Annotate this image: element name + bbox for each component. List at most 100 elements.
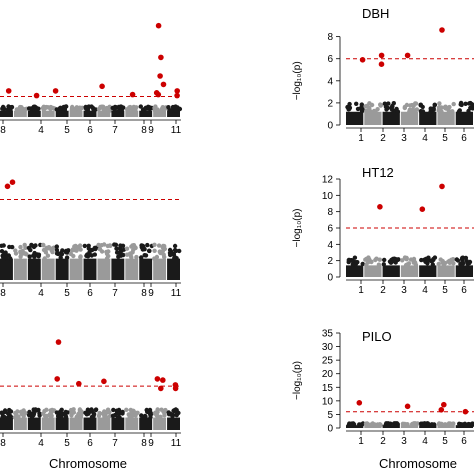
snp-point — [78, 254, 83, 260]
chromosome-block — [419, 265, 437, 277]
snp-point — [102, 242, 107, 247]
snp-point — [58, 105, 63, 111]
snp-point — [469, 421, 474, 427]
x-tick-label: 2 — [380, 133, 386, 144]
significant-snp-point — [158, 385, 164, 392]
snp-point — [54, 244, 59, 249]
snp-point — [124, 246, 130, 251]
y-tick-label: 35 — [322, 329, 334, 340]
chromosome-block — [437, 111, 455, 125]
x-tick-label: 4 — [422, 436, 428, 447]
snp-point — [152, 242, 157, 247]
significant-snp-point — [419, 206, 426, 212]
snp-point — [133, 245, 138, 250]
significant-snp-point — [99, 83, 105, 90]
snp-point — [425, 421, 431, 426]
snp-point — [436, 261, 441, 267]
snp-point — [117, 415, 122, 420]
snp-point — [347, 421, 352, 426]
chromosome-block — [346, 425, 364, 428]
snp-point — [447, 104, 452, 110]
snp-point — [404, 262, 410, 267]
x-tick-label: 2 — [380, 285, 386, 296]
snp-point — [402, 421, 407, 427]
y-tick-label: 6 — [327, 54, 333, 65]
x-tick-label: 8 — [0, 288, 6, 299]
snp-point — [2, 107, 7, 112]
x-tick-label: 4 — [422, 285, 428, 296]
significant-snp-point — [9, 179, 16, 185]
snp-point — [391, 101, 396, 106]
snp-point — [167, 247, 173, 253]
snp-point — [418, 102, 423, 108]
snp-point — [382, 101, 387, 106]
y-tick-label: 8 — [327, 32, 333, 43]
chromosome-block — [13, 258, 27, 280]
snp-point — [143, 253, 149, 258]
snp-point — [350, 262, 355, 267]
snp-point — [154, 254, 160, 260]
snp-point — [63, 414, 69, 419]
snp-point — [388, 260, 394, 265]
snp-point — [385, 105, 391, 111]
snp-point — [172, 243, 178, 249]
chromosome-block — [346, 265, 364, 277]
snp-point — [91, 108, 96, 113]
snp-point — [451, 261, 456, 266]
chromosome-block — [83, 258, 97, 280]
chromosome-block — [364, 265, 382, 277]
snp-point — [352, 255, 358, 260]
significant-snp-point — [129, 91, 136, 98]
snp-point — [422, 421, 427, 426]
significant-snp-point — [160, 81, 167, 88]
snp-point — [169, 252, 174, 257]
x-tick-label: 5 — [64, 125, 70, 136]
chromosome-block — [83, 110, 97, 117]
snp-point — [415, 421, 420, 426]
snp-point — [392, 422, 397, 428]
chromosome-block — [97, 110, 111, 117]
snp-point — [128, 407, 133, 413]
snp-point — [470, 103, 474, 108]
snp-point — [439, 421, 444, 427]
chromosome-block — [139, 110, 153, 117]
snp-point — [148, 415, 153, 420]
x-tick-label: 3 — [401, 133, 407, 144]
snp-point — [46, 245, 52, 250]
y-tick-label: 0 — [327, 424, 333, 435]
significant-snp-point — [356, 400, 363, 406]
snp-point — [389, 107, 395, 112]
snp-point — [159, 407, 164, 412]
snp-point — [357, 422, 362, 427]
x-tick-label: 4 — [38, 288, 44, 299]
y-tick-label: 10 — [322, 396, 334, 407]
snp-point — [33, 407, 38, 412]
snp-point — [466, 422, 471, 427]
snp-point — [429, 422, 435, 427]
chromosome-block — [346, 111, 364, 125]
y-tick-label: 4 — [327, 76, 333, 87]
snp-point — [76, 107, 82, 112]
snp-point — [63, 250, 69, 255]
snp-point — [147, 248, 152, 254]
significant-snp-point — [157, 73, 163, 79]
chromosome-block — [69, 258, 83, 280]
significant-snp-point — [155, 22, 162, 29]
x-tick-label: 6 — [87, 125, 93, 136]
snp-point — [112, 108, 118, 113]
snp-point — [142, 415, 148, 420]
snp-point — [381, 262, 386, 267]
chromosome-block — [0, 417, 13, 430]
x-tick-label: 8 — [141, 125, 147, 136]
x-axis-label: Chromosome — [49, 456, 127, 471]
snp-point — [74, 248, 79, 253]
significant-snp-point — [404, 52, 411, 59]
significant-snp-point — [441, 401, 447, 408]
snp-point — [419, 257, 424, 263]
snp-point — [386, 101, 391, 106]
snp-point — [162, 106, 168, 112]
x-tick-label: 6 — [461, 285, 467, 296]
chromosome-block — [111, 110, 125, 117]
chromosome-block — [69, 417, 83, 430]
snp-point — [455, 258, 461, 263]
